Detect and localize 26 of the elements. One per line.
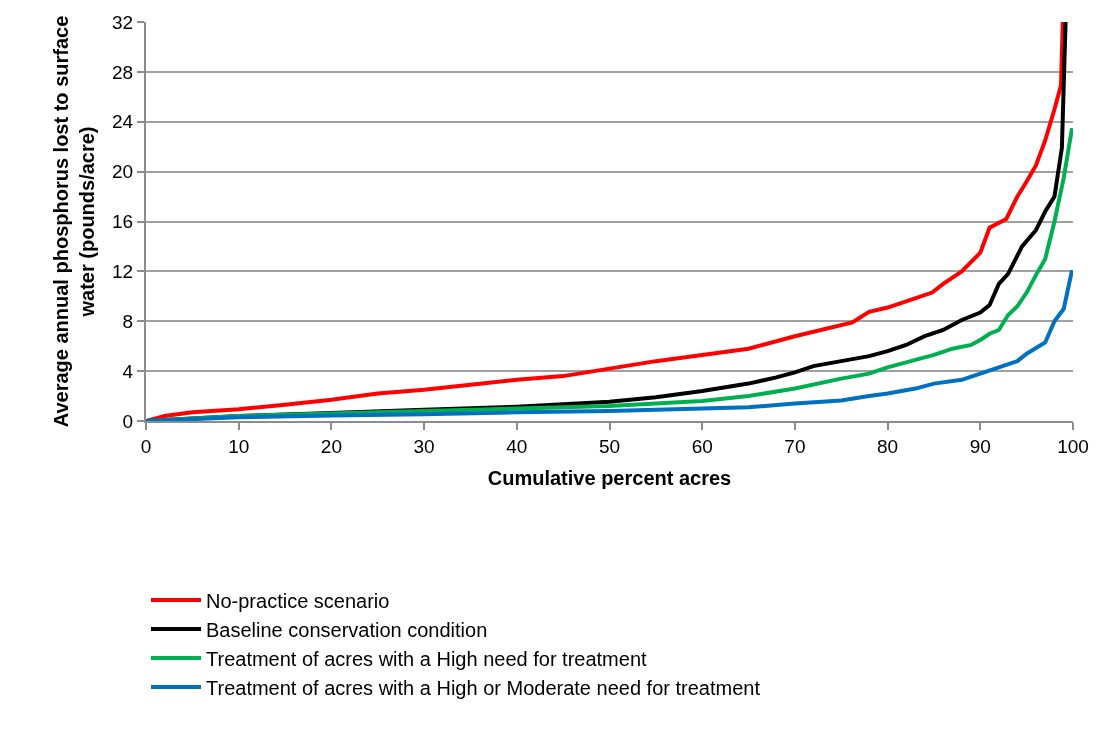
x-tick-label: 40 <box>506 435 528 457</box>
x-tick-label: 60 <box>691 435 713 457</box>
x-tick-label: 10 <box>228 435 250 457</box>
x-tick-label: 50 <box>598 435 621 457</box>
y-tick-label: 24 <box>112 111 134 133</box>
x-tick-label: 100 <box>1057 435 1089 457</box>
y-tick-label: 12 <box>112 261 134 283</box>
x-tick-label: 90 <box>969 435 991 457</box>
x-tick-label: 0 <box>140 435 152 457</box>
legend-label: No-practice scenario <box>206 589 390 612</box>
y-tick-label: 0 <box>122 410 134 432</box>
legend-label: Treatment of acres with a High or Moderate need for treatment <box>206 676 761 699</box>
x-tick-label: 30 <box>413 435 435 457</box>
legend-label: Baseline conservation condition <box>206 618 488 641</box>
x-tick-label: 70 <box>784 435 806 457</box>
y-axis-title: Average annual phosphorus lost to surface water (pounds/acre) <box>50 15 99 428</box>
x-axis-title: Cumulative percent acres <box>487 466 732 489</box>
y-tick-label: 32 <box>112 11 134 33</box>
y-tick-label: 4 <box>122 360 134 382</box>
x-tick-label: 20 <box>320 435 342 457</box>
legend-label: Treatment of acres with a High need for treatment <box>206 647 648 670</box>
y-tick-label: 16 <box>112 211 134 233</box>
y-tick-label: 20 <box>112 161 134 183</box>
y-tick-label: 8 <box>122 310 134 332</box>
y-tick-label: 28 <box>112 61 134 83</box>
x-tick-label: 80 <box>877 435 899 457</box>
